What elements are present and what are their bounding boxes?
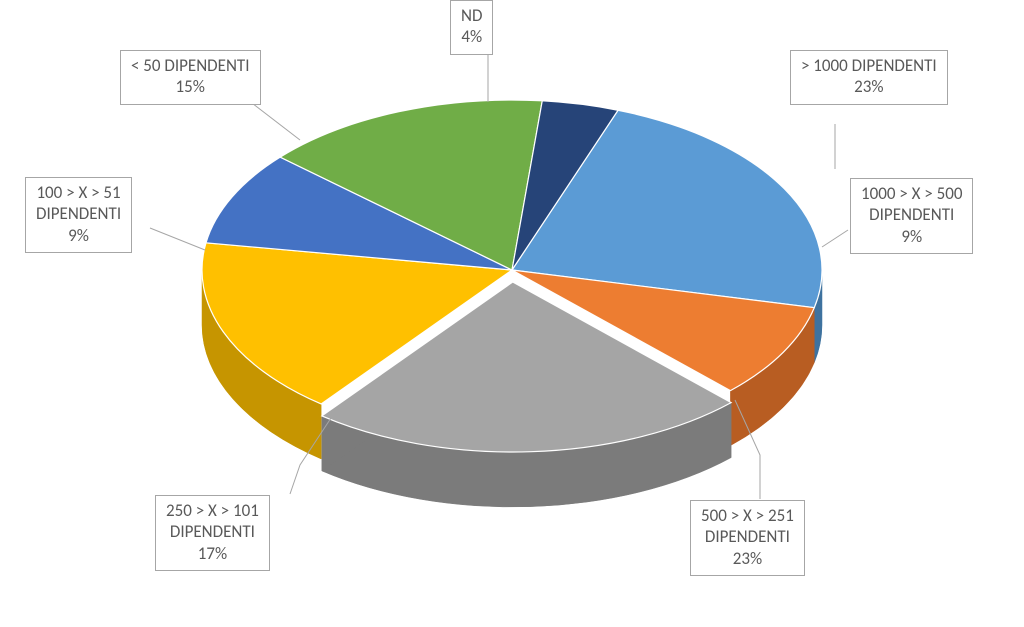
label-percent: 4% — [461, 26, 482, 47]
label-line: DIPENDENTI — [701, 526, 794, 547]
leader-line — [822, 230, 848, 247]
label-line: > 1000 DIPENDENTI — [801, 55, 937, 76]
label-slice-2: 500 > X > 251 DIPENDENTI 23% — [690, 500, 805, 576]
label-slice-0: > 1000 DIPENDENTI 23% — [790, 50, 948, 105]
label-percent: 23% — [801, 76, 937, 97]
label-line: < 50 DIPENDENTI — [131, 55, 250, 76]
label-percent: 15% — [131, 76, 250, 97]
label-percent: 23% — [701, 548, 794, 569]
label-line: 250 > X > 101 — [166, 500, 259, 521]
label-percent: 9% — [861, 226, 962, 247]
leader-line — [150, 228, 205, 250]
label-line: DIPENDENTI — [36, 203, 121, 224]
label-percent: 9% — [36, 225, 121, 246]
label-slice-4: 100 > X > 51 DIPENDENTI 9% — [25, 177, 132, 253]
label-line: 100 > X > 51 — [36, 182, 121, 203]
label-slice-6: ND 4% — [450, 0, 493, 55]
label-line: ND — [461, 5, 482, 26]
label-slice-5: < 50 DIPENDENTI 15% — [120, 50, 261, 105]
label-line: 500 > X > 251 — [701, 505, 794, 526]
label-percent: 17% — [166, 543, 259, 564]
label-line: DIPENDENTI — [166, 521, 259, 542]
label-line: 1000 > X > 500 — [861, 183, 962, 204]
pie-chart-container: { "chart": { "type": "pie-3d", "width": … — [0, 0, 1024, 627]
label-slice-1: 1000 > X > 500 DIPENDENTI 9% — [850, 178, 973, 254]
label-slice-3: 250 > X > 101 DIPENDENTI 17% — [155, 495, 270, 571]
label-line: DIPENDENTI — [861, 204, 962, 225]
